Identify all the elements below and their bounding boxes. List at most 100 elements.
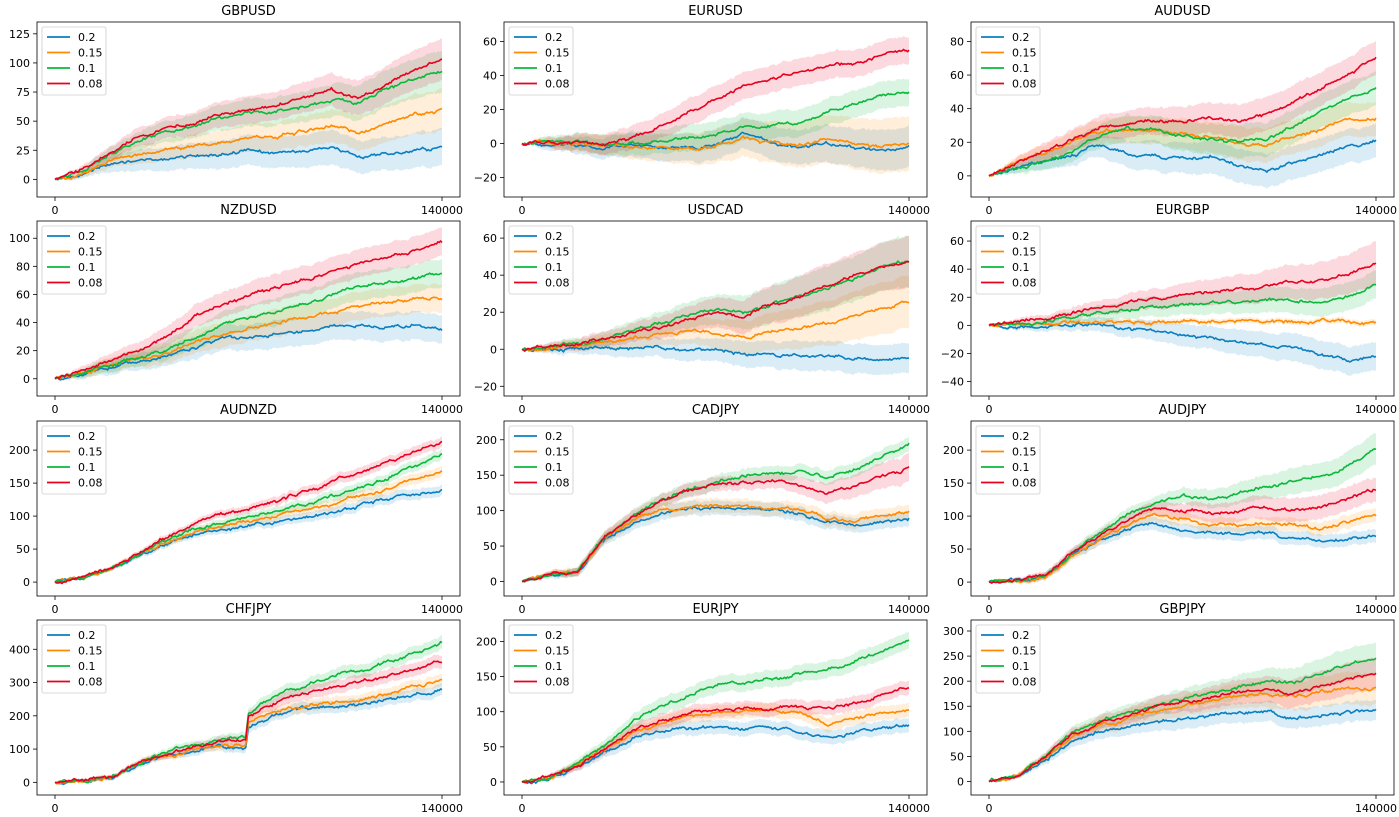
series-line-0.08 (521, 260, 910, 352)
band-0.08 (989, 240, 1376, 327)
band-0.2 (989, 699, 1376, 782)
series-line-0.08 (54, 660, 443, 784)
subplot-eurjpy: EURJPY 0 50 100 150 200 0 140000 0.2 0.15 0.1 0.08 (476, 602, 930, 815)
y-tick-label: 80 (950, 35, 964, 48)
legend-label: 0.2 (78, 230, 96, 243)
legend-label: 0.1 (545, 461, 563, 474)
band-0.1 (522, 435, 909, 582)
y-tick-label: 200 (476, 434, 497, 447)
legend-label: 0.15 (545, 645, 570, 658)
y-tick-label: 250 (943, 650, 964, 663)
legend-label: 0.2 (1012, 31, 1030, 44)
y-tick-label: 25 (16, 144, 30, 157)
y-tick-label: 40 (950, 103, 964, 116)
legend-label: 0.15 (545, 246, 570, 259)
legend-label: 0.15 (1012, 246, 1037, 259)
legend-frame (508, 26, 574, 96)
series-line-0.08 (521, 686, 910, 784)
y-tick-label: 60 (16, 288, 30, 301)
y-tick-label: 20 (483, 306, 497, 319)
x-tick-label: 0 (52, 603, 59, 616)
band-0.08 (55, 38, 442, 180)
legend: 0.2 0.15 0.1 0.08 (508, 225, 574, 295)
x-tick-label: 140000 (888, 204, 930, 217)
legend-label: 0.15 (545, 47, 570, 60)
subplot-title: EURGBP (1156, 203, 1210, 218)
axes-frame (36, 420, 461, 597)
y-tick-label: 0 (23, 373, 30, 386)
legend-label: 0.1 (78, 261, 96, 274)
y-tick-label: 0 (23, 776, 30, 789)
subplot-title: AUDJPY (1159, 403, 1207, 418)
y-tick-label: 150 (943, 700, 964, 713)
band-0.2 (55, 310, 442, 381)
legend-label: 0.1 (1012, 660, 1030, 673)
subplot-title: EURUSD (688, 4, 743, 19)
y-tick-label: −20 (941, 347, 964, 360)
axes-frame (36, 619, 461, 796)
series-line-0.08 (54, 440, 443, 585)
band-0.08 (522, 680, 909, 783)
series-line-0.1 (988, 86, 1377, 177)
legend-label: 0.08 (78, 277, 103, 290)
y-tick-label: 100 (943, 510, 964, 523)
band-0.15 (989, 507, 1376, 585)
x-tick-label: 0 (986, 204, 993, 217)
axes-frame (503, 220, 928, 397)
series-line-0.1 (521, 260, 910, 351)
legend-label: 0.1 (78, 62, 96, 75)
legend-frame (41, 624, 107, 694)
subplot-nzdusd: NZDUSD 0 20 40 60 80 100 0 140000 0.2 0.15 0.1 0.08 (9, 203, 463, 416)
band-0.08 (522, 35, 909, 157)
y-tick-label: 0 (23, 576, 30, 589)
legend: 0.2 0.15 0.1 0.08 (975, 225, 1041, 295)
band-0.2 (522, 117, 909, 172)
subplot-title: CHFJPY (226, 602, 272, 617)
legend-label: 0.15 (78, 47, 103, 60)
y-tick-label: 50 (483, 540, 497, 553)
y-tick-label: 150 (9, 477, 30, 490)
axes-frame (970, 420, 1395, 597)
x-tick-label: 0 (52, 802, 59, 815)
x-tick-label: 140000 (1355, 204, 1397, 217)
legend-label: 0.2 (545, 629, 563, 642)
band-0.15 (55, 465, 442, 583)
legend-label: 0.15 (545, 446, 570, 459)
band-0.15 (522, 275, 909, 356)
y-tick-label: 400 (9, 643, 30, 656)
legend: 0.2 0.15 0.1 0.08 (508, 26, 574, 96)
y-tick-label: 200 (9, 444, 30, 457)
legend-frame (975, 425, 1041, 495)
legend-frame (975, 26, 1041, 96)
series-line-0.1 (988, 283, 1377, 327)
legend: 0.2 0.15 0.1 0.08 (41, 225, 107, 295)
y-tick-label: 50 (950, 750, 964, 763)
y-tick-label: −40 (941, 376, 964, 389)
y-tick-label: 40 (483, 70, 497, 83)
subplot-audusd: AUDUSD 0 20 40 60 80 0 140000 0.2 0.15 0.1 0.08 (950, 4, 1397, 217)
series-line-0.15 (521, 135, 910, 152)
x-tick-label: 0 (986, 403, 993, 416)
legend-label: 0.1 (1012, 461, 1030, 474)
legend-label: 0.2 (78, 629, 96, 642)
series-line-0.08 (521, 48, 910, 147)
plot-area (521, 35, 910, 175)
legend-label: 0.08 (545, 477, 570, 490)
series-line-0.08 (988, 56, 1377, 177)
legend-frame (975, 624, 1041, 694)
y-tick-label: 50 (483, 741, 497, 754)
y-tick-label: 100 (9, 232, 30, 245)
y-tick-label: 100 (476, 505, 497, 518)
x-tick-label: 140000 (888, 802, 930, 815)
legend-label: 0.08 (1012, 277, 1037, 290)
series-line-0.08 (54, 58, 443, 181)
plot-area (521, 235, 910, 376)
series-line-0.2 (988, 139, 1377, 177)
series-line-0.08 (988, 262, 1377, 327)
band-0.1 (55, 635, 442, 785)
series-line-0.15 (521, 300, 910, 352)
y-tick-label: 100 (9, 743, 30, 756)
legend-label: 0.08 (1012, 78, 1037, 91)
subplot-title: AUDNZD (220, 403, 277, 418)
